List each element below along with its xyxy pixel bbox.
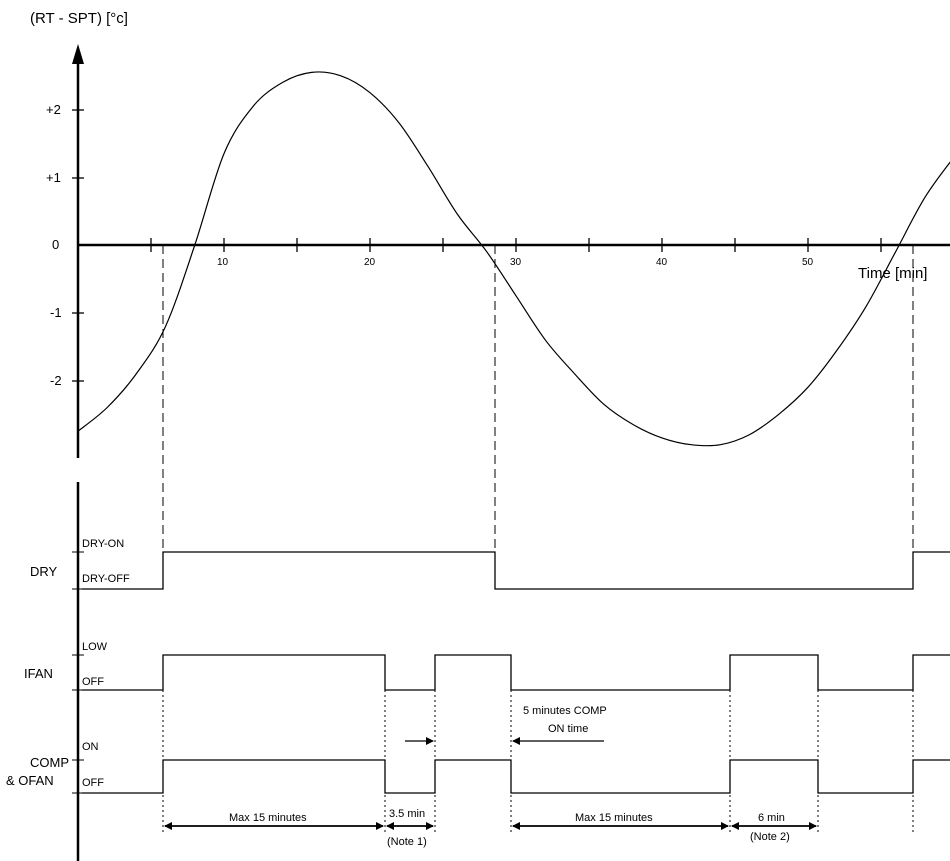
comp-on-time-text: 5 minutes COMP (523, 705, 607, 717)
max-15-label-2: Max 15 minutes (575, 812, 653, 824)
note-1-label: (Note 1) (387, 836, 427, 848)
dry-waveform (82, 551, 950, 590)
y-tick-label: +2 (46, 102, 61, 117)
comp-label: COMP (30, 755, 69, 770)
ifan-low-label: LOW (82, 641, 108, 653)
y-axis-title: (RT - SPT) [°c] (30, 10, 128, 27)
comp-on-time-text-2: ON time (548, 723, 588, 735)
dry-off-label: DRY-OFF (82, 573, 130, 585)
ifan-signal-group: IFAN LOW OFF (24, 641, 950, 691)
min-6-label: 6 min (758, 812, 785, 824)
duration-dimensions: Max 15 minutes 3.5 min (Note 1) Max 15 m… (164, 808, 817, 848)
dry-signal-group: DRY DRY-ON DRY-OFF (30, 538, 950, 590)
y-tick-label: 0 (52, 237, 59, 252)
comp-signal-group: COMP & OFAN ON OFF (6, 741, 950, 794)
comp-on-time-annotation: 5 minutes COMP ON time (405, 705, 607, 745)
y-tick-label: -2 (50, 373, 62, 388)
comp-on-label: ON (82, 741, 99, 753)
comp-off-label: OFF (82, 777, 104, 789)
y-axis-arrow (72, 44, 84, 64)
ifan-label: IFAN (24, 666, 53, 681)
y-tick-label: +1 (46, 170, 61, 185)
temperature-curve (77, 71, 950, 447)
ofan-label: & OFAN (6, 773, 54, 788)
ifan-waveform (82, 654, 950, 691)
zero-crossing-markers (162, 245, 914, 552)
dry-label: DRY (30, 564, 58, 579)
x-tick-label: 10 (217, 257, 229, 268)
min-3-5-label: 3.5 min (389, 808, 425, 820)
x-tick-label: 30 (510, 257, 522, 268)
timing-guides (162, 690, 914, 835)
dry-on-label: DRY-ON (82, 538, 124, 550)
y-ticks: +2 +1 0 -1 -2 (46, 102, 84, 388)
max-15-label-1: Max 15 minutes (229, 812, 307, 824)
x-axis-title: Time [min] (858, 265, 927, 282)
note-2-label: (Note 2) (750, 831, 790, 843)
y-tick-label: -1 (50, 305, 62, 320)
x-ticks: 10 20 30 40 50 (150, 238, 882, 268)
x-tick-label: 20 (364, 257, 376, 268)
comp-waveform (82, 759, 950, 794)
x-tick-label: 50 (802, 257, 814, 268)
ifan-off-label: OFF (82, 676, 104, 688)
x-tick-label: 40 (656, 257, 668, 268)
